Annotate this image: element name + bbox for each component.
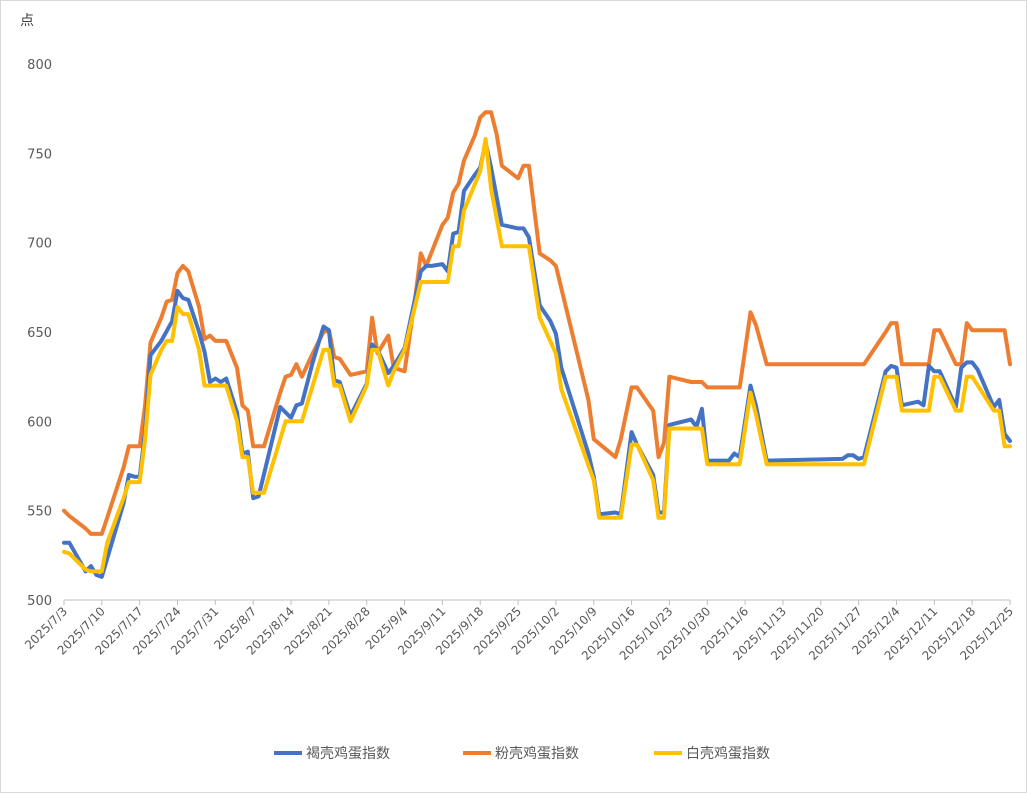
series-layer	[62, 110, 1012, 579]
legend: 褐壳鸡蛋指数 粉壳鸡蛋指数 白壳鸡蛋指数	[274, 745, 770, 762]
series-line-white-egg-index	[62, 137, 1012, 574]
legend-item-brown-egg-index: 褐壳鸡蛋指数	[274, 745, 390, 762]
y-tick-label: 750	[27, 147, 52, 162]
y-tick-label: 700	[27, 237, 52, 252]
legend-label: 粉壳鸡蛋指数	[495, 745, 579, 762]
legend-label: 白壳鸡蛋指数	[686, 745, 770, 762]
series-line-pink-egg-index	[62, 110, 1012, 536]
x-axis: 2025/7/32025/7/102025/7/172025/7/242025/…	[22, 599, 1016, 663]
y-tick-label: 500	[27, 594, 52, 609]
y-axis: 500 550 600 650 700 750 800	[27, 58, 52, 609]
y-tick-label: 650	[27, 326, 52, 341]
legend-label: 褐壳鸡蛋指数	[306, 745, 390, 762]
y-axis-unit-label: 点	[20, 13, 34, 29]
y-tick-label: 800	[27, 58, 52, 73]
y-tick-label: 600	[27, 415, 52, 430]
y-tick-label: 550	[27, 505, 52, 520]
legend-item-white-egg-index: 白壳鸡蛋指数	[654, 745, 770, 762]
legend-item-pink-egg-index: 粉壳鸡蛋指数	[463, 745, 579, 762]
